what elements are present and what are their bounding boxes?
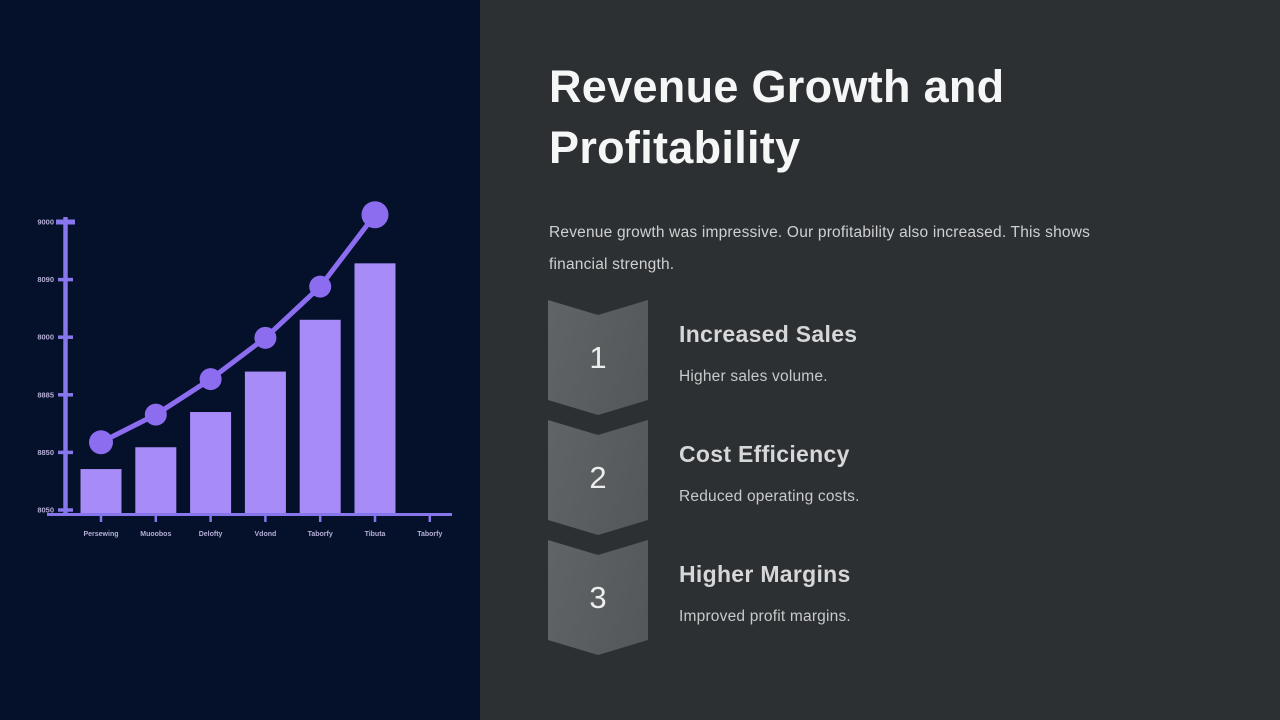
page-title: Revenue Growth and Profitability: [549, 56, 1169, 178]
line-dot-4: [254, 326, 277, 349]
item-text: Cost Efficiency Reduced operating costs.: [679, 420, 860, 506]
x-tick-label: Vdond: [255, 531, 277, 538]
item-title: Increased Sales: [679, 321, 858, 347]
x-tick-label: Persewing: [83, 531, 118, 538]
bar-6: [354, 263, 396, 513]
page-title-line2: Profitability: [549, 122, 801, 173]
item-description: Improved profit margins.: [679, 608, 851, 625]
chart-panel: 9000 8090 8000 8885 8850 8050 Persewing Muoobos…: [0, 0, 480, 720]
line-dot-1: [89, 430, 113, 455]
list-item-1: 1 Increased Sales Higher sales volume.: [548, 300, 860, 415]
y-tick-label: 8850: [37, 448, 54, 457]
x-tick-label: Taborfy: [417, 531, 442, 538]
x-tick-label: Muoobos: [140, 531, 171, 538]
revenue-chart: 9000 8090 8000 8885 8850 8050 Persewing Muoobos…: [37, 201, 452, 538]
y-tick-label: 8090: [37, 275, 54, 284]
list-item-3: 3 Higher Margins Improved profit margins…: [548, 540, 860, 655]
item-number: 1: [589, 339, 607, 375]
item-title: Cost Efficiency: [679, 441, 850, 467]
feature-list: 1 Increased Sales Higher sales volume. 2…: [548, 300, 860, 660]
line-dot-2: [144, 403, 167, 426]
x-tick-label: Delofty: [199, 531, 223, 538]
y-tick-label: 8000: [37, 333, 54, 342]
y-tick-label: 8050: [37, 506, 54, 515]
line-dot-6: [361, 201, 389, 229]
bar-1: [80, 469, 122, 513]
chevron-badge: 2: [548, 420, 648, 535]
x-tick-label: Tibuta: [365, 531, 386, 538]
y-tick-label: 9000: [37, 218, 54, 227]
item-text: Increased Sales Higher sales volume.: [679, 300, 857, 386]
list-item-2: 2 Cost Efficiency Reduced operating cost…: [548, 420, 860, 535]
item-number: 3: [589, 579, 607, 615]
intro-paragraph: Revenue growth was impressive. Our profi…: [549, 224, 1091, 273]
page-title-line1: Revenue Growth and: [549, 61, 1005, 112]
content-panel: Revenue Growth and Profitability Revenue …: [480, 0, 1280, 720]
item-description: Higher sales volume.: [679, 368, 828, 385]
chevron-badge: 1: [548, 300, 648, 415]
item-description: Reduced operating costs.: [679, 488, 860, 505]
bar-2: [135, 447, 177, 513]
chevron-badge: 3: [548, 540, 648, 655]
item-text: Higher Margins Improved profit margins.: [679, 540, 851, 626]
bar-3: [190, 412, 232, 513]
item-title: Higher Margins: [679, 561, 851, 587]
y-tick-label: 8885: [37, 390, 54, 399]
bar-5: [299, 319, 341, 513]
x-tick-label: Taborfy: [308, 531, 333, 538]
line-dot-5: [309, 275, 332, 298]
line-dot-3: [199, 368, 222, 391]
bar-4: [244, 371, 286, 513]
item-number: 2: [589, 459, 607, 495]
